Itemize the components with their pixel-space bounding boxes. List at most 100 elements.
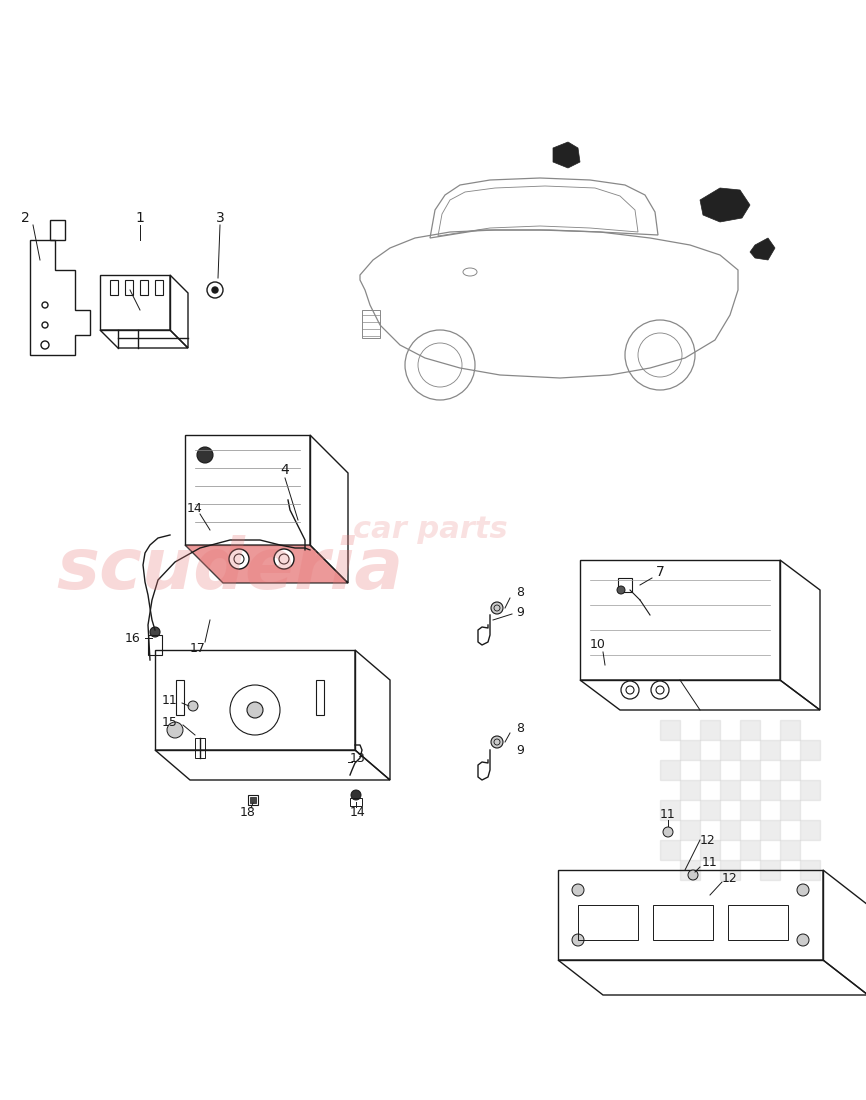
Bar: [660, 760, 680, 780]
Bar: [740, 840, 760, 860]
Bar: [720, 860, 740, 880]
Text: 10: 10: [590, 638, 606, 651]
Bar: [760, 820, 780, 840]
Bar: [195, 738, 205, 758]
Bar: [700, 720, 720, 740]
Circle shape: [797, 884, 809, 896]
Text: 16: 16: [125, 631, 141, 645]
Bar: [176, 680, 184, 715]
Bar: [780, 720, 800, 740]
Text: 1: 1: [136, 211, 145, 226]
Text: car parts: car parts: [352, 516, 507, 544]
Bar: [700, 800, 720, 820]
Circle shape: [797, 934, 809, 946]
Text: 9: 9: [516, 606, 524, 619]
Circle shape: [491, 736, 503, 748]
Bar: [760, 860, 780, 880]
Text: 11: 11: [660, 808, 675, 822]
Text: 11: 11: [162, 693, 178, 706]
Bar: [350, 798, 362, 806]
Circle shape: [150, 627, 160, 637]
Bar: [155, 280, 163, 295]
Circle shape: [663, 827, 673, 837]
Bar: [760, 780, 780, 800]
Bar: [680, 820, 700, 840]
Circle shape: [247, 702, 263, 718]
Bar: [800, 780, 820, 800]
Bar: [800, 740, 820, 760]
Bar: [800, 860, 820, 880]
Bar: [720, 740, 740, 760]
Bar: [700, 840, 720, 860]
Polygon shape: [750, 238, 775, 260]
Bar: [110, 280, 118, 295]
Circle shape: [212, 287, 218, 293]
Polygon shape: [553, 142, 580, 168]
Bar: [660, 720, 680, 740]
Bar: [580, 560, 780, 680]
Circle shape: [572, 884, 584, 896]
Bar: [660, 840, 680, 860]
Circle shape: [197, 447, 213, 463]
Circle shape: [274, 549, 294, 569]
Bar: [618, 578, 632, 592]
Bar: [780, 800, 800, 820]
Text: 12: 12: [722, 871, 738, 884]
Text: 3: 3: [216, 211, 224, 226]
Bar: [100, 275, 170, 330]
Bar: [680, 740, 700, 760]
Circle shape: [688, 870, 698, 880]
Circle shape: [621, 681, 639, 698]
Text: 4: 4: [281, 463, 289, 477]
Bar: [185, 434, 310, 544]
Circle shape: [491, 602, 503, 614]
Bar: [362, 310, 380, 338]
Text: 15: 15: [162, 715, 178, 728]
Text: 14: 14: [187, 502, 203, 515]
Circle shape: [651, 681, 669, 698]
Bar: [740, 720, 760, 740]
Bar: [740, 800, 760, 820]
Bar: [558, 870, 823, 960]
Text: scuderia: scuderia: [56, 536, 404, 605]
Bar: [140, 280, 148, 295]
Circle shape: [167, 722, 183, 738]
Circle shape: [351, 790, 361, 800]
Bar: [125, 280, 133, 295]
Circle shape: [617, 586, 625, 594]
Bar: [316, 680, 324, 715]
Bar: [155, 650, 355, 750]
Text: 9: 9: [516, 744, 524, 757]
Text: 2: 2: [21, 211, 29, 226]
Bar: [728, 905, 788, 940]
Circle shape: [572, 934, 584, 946]
Bar: [653, 905, 713, 940]
Bar: [578, 905, 638, 940]
Circle shape: [188, 701, 198, 711]
Bar: [700, 760, 720, 780]
Polygon shape: [185, 544, 348, 583]
Text: 11: 11: [702, 856, 718, 869]
Bar: [148, 635, 162, 654]
Bar: [720, 780, 740, 800]
Bar: [660, 800, 680, 820]
Text: 17: 17: [190, 641, 206, 654]
Text: 7: 7: [656, 565, 664, 579]
Bar: [740, 760, 760, 780]
Polygon shape: [700, 188, 750, 222]
Text: 13: 13: [350, 751, 365, 764]
Bar: [248, 795, 258, 805]
Bar: [760, 740, 780, 760]
Text: 8: 8: [516, 586, 524, 600]
Bar: [680, 780, 700, 800]
Text: 8: 8: [516, 722, 524, 735]
Bar: [680, 860, 700, 880]
Text: 12: 12: [700, 834, 716, 847]
Bar: [800, 820, 820, 840]
Text: 18: 18: [240, 805, 256, 818]
Bar: [780, 840, 800, 860]
Text: 14: 14: [350, 805, 365, 818]
Circle shape: [229, 549, 249, 569]
Bar: [780, 760, 800, 780]
Bar: [250, 798, 256, 803]
